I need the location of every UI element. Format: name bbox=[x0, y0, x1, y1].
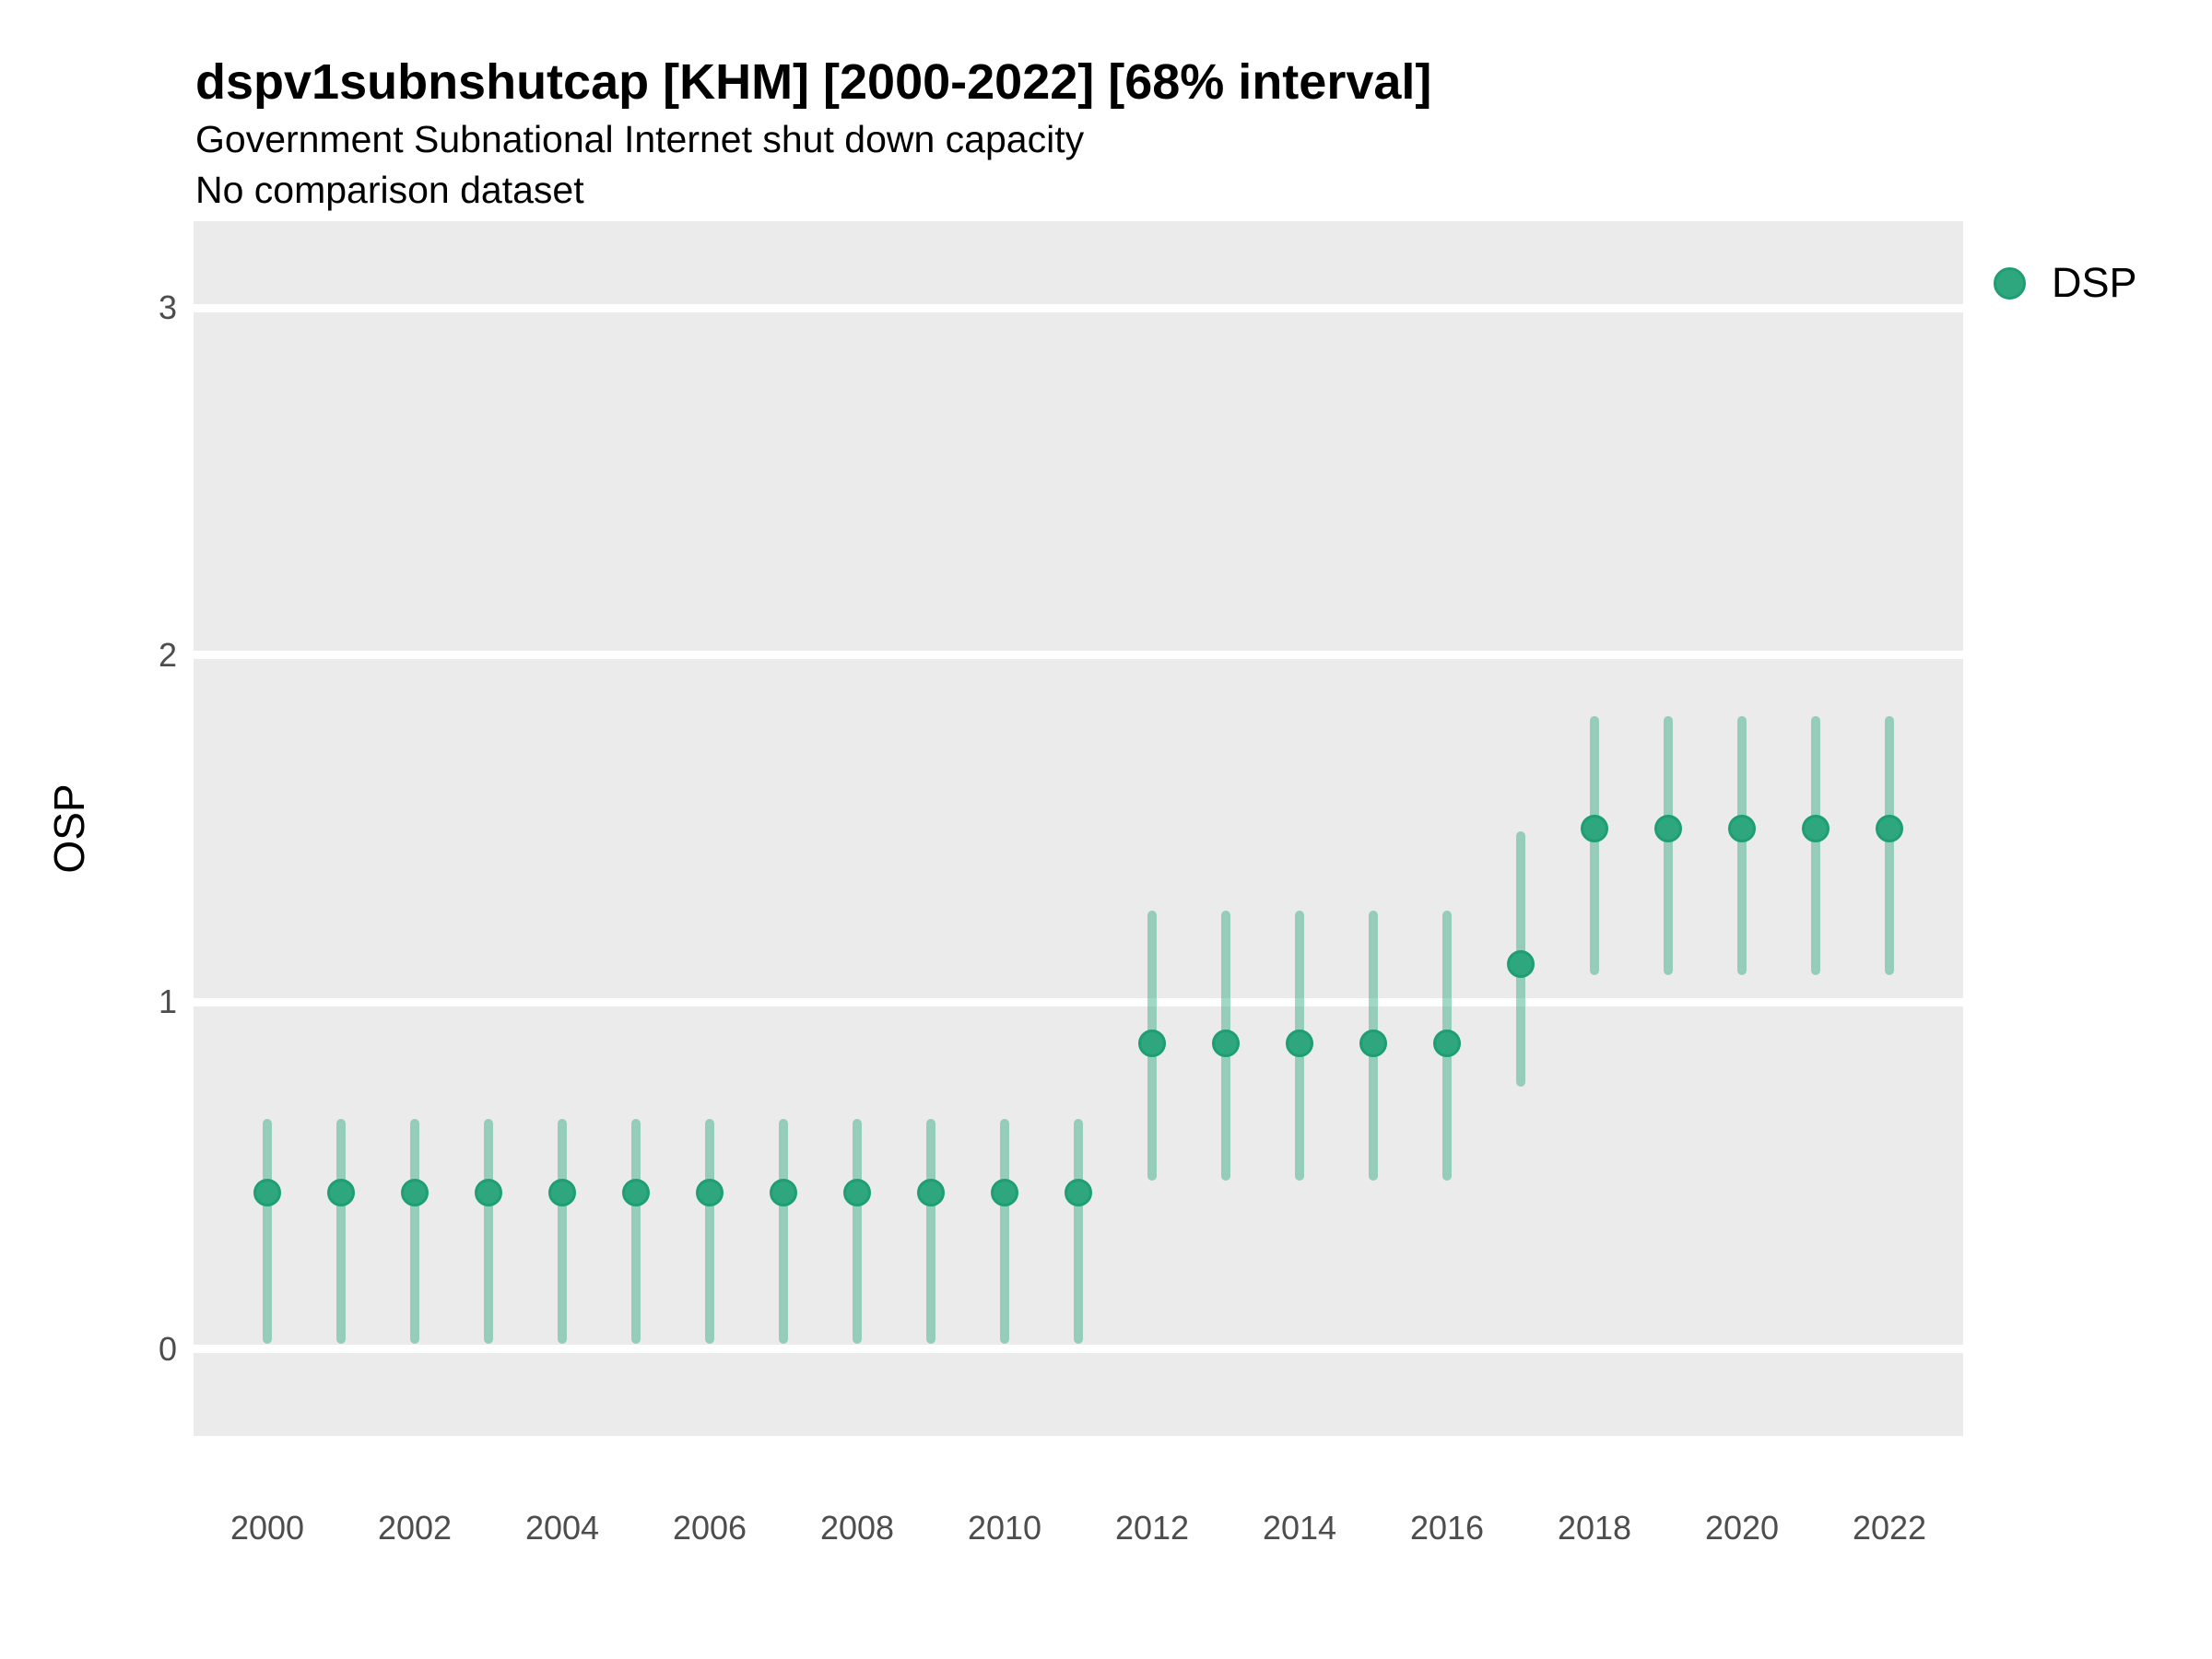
data-point bbox=[401, 1179, 429, 1207]
data-point bbox=[622, 1179, 650, 1207]
interval-line bbox=[631, 1119, 641, 1344]
interval-line bbox=[1811, 716, 1820, 976]
data-point bbox=[1802, 815, 1830, 842]
interval-line bbox=[1000, 1119, 1009, 1344]
interval-line bbox=[484, 1119, 493, 1344]
y-tick-label: 3 bbox=[158, 288, 177, 327]
interval-line bbox=[926, 1119, 935, 1344]
data-point bbox=[1286, 1030, 1313, 1058]
interval-line bbox=[336, 1119, 346, 1344]
data-point bbox=[770, 1179, 797, 1207]
x-tick-label: 2014 bbox=[1262, 1509, 1337, 1547]
interval-line bbox=[779, 1119, 788, 1344]
interval-line bbox=[1590, 716, 1599, 976]
y-gridline bbox=[194, 651, 1963, 660]
data-point bbox=[917, 1179, 945, 1207]
y-gridline bbox=[194, 303, 1963, 312]
interval-line bbox=[558, 1119, 567, 1344]
interval-line bbox=[705, 1119, 714, 1344]
data-point bbox=[327, 1179, 355, 1207]
interval-line bbox=[410, 1119, 419, 1344]
x-tick-label: 2004 bbox=[524, 1509, 600, 1547]
x-tick-label: 2012 bbox=[1114, 1509, 1190, 1547]
x-tick-label: 2010 bbox=[967, 1509, 1042, 1547]
chart-subtitle: Government Subnational Internet shut dow… bbox=[195, 118, 1085, 160]
data-point bbox=[475, 1179, 502, 1207]
data-point bbox=[1359, 1030, 1387, 1058]
interval-line bbox=[1737, 716, 1747, 976]
interval-line bbox=[1074, 1119, 1083, 1344]
y-tick-label: 0 bbox=[158, 1329, 177, 1368]
legend-series-label: DSP bbox=[2052, 259, 2137, 306]
x-tick-label: 2022 bbox=[1852, 1509, 1927, 1547]
y-gridline bbox=[194, 997, 1963, 1006]
legend-point-icon bbox=[1994, 266, 2026, 300]
data-point bbox=[1065, 1179, 1092, 1207]
interval-line bbox=[853, 1119, 862, 1344]
data-point bbox=[843, 1179, 871, 1207]
x-tick-label: 2008 bbox=[819, 1509, 895, 1547]
data-point bbox=[1654, 815, 1682, 842]
data-point bbox=[1728, 815, 1756, 842]
legend: DSP bbox=[1994, 259, 2137, 307]
x-tick-label: 2020 bbox=[1704, 1509, 1780, 1547]
interval-line bbox=[1664, 716, 1673, 976]
data-point bbox=[1433, 1030, 1461, 1058]
data-point bbox=[696, 1179, 724, 1207]
interval-line bbox=[1885, 716, 1894, 976]
comparison-note: No comparison dataset bbox=[195, 169, 584, 211]
data-point bbox=[253, 1179, 281, 1207]
data-point bbox=[1876, 815, 1903, 842]
data-point bbox=[991, 1179, 1018, 1207]
data-point bbox=[548, 1179, 576, 1207]
data-point bbox=[1212, 1030, 1240, 1058]
x-tick-label: 2002 bbox=[377, 1509, 453, 1547]
y-tick-label: 1 bbox=[158, 982, 177, 1021]
y-tick-label: 2 bbox=[158, 635, 177, 674]
x-tick-label: 2018 bbox=[1557, 1509, 1632, 1547]
y-gridline bbox=[194, 1345, 1963, 1354]
x-tick-label: 2006 bbox=[672, 1509, 747, 1547]
interval-line bbox=[263, 1119, 272, 1344]
chart-title: dspv1subnshutcap [KHM] [2000-2022] [68% … bbox=[195, 54, 1432, 110]
x-tick-label: 2016 bbox=[1409, 1509, 1485, 1547]
data-point bbox=[1507, 949, 1535, 978]
data-point bbox=[1138, 1030, 1166, 1058]
y-axis-title: OSP bbox=[45, 783, 93, 874]
data-point bbox=[1581, 815, 1608, 842]
x-tick-label: 2000 bbox=[229, 1509, 305, 1547]
